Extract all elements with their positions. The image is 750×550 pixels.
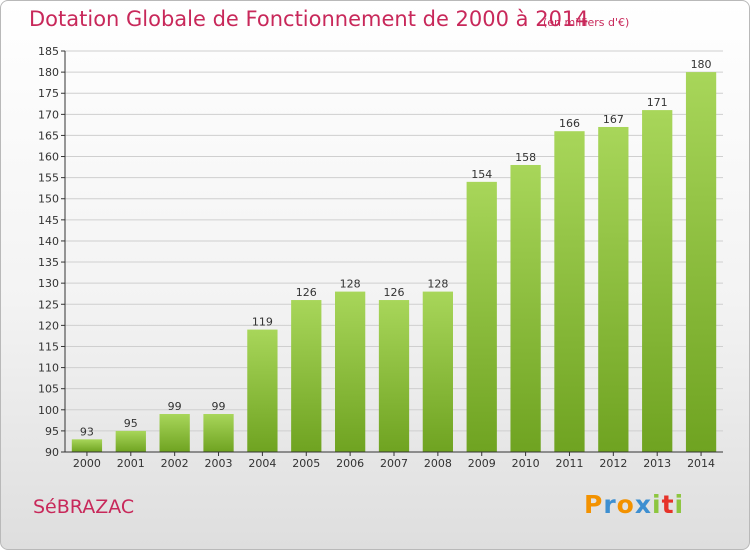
bar-2008	[422, 291, 454, 452]
x-tick-label: 2013	[643, 457, 671, 470]
x-tick-label: 2002	[161, 457, 189, 470]
x-tick-label: 2009	[468, 457, 496, 470]
bar-2000	[71, 439, 103, 452]
x-tick-label: 2003	[205, 457, 233, 470]
bar-2007	[378, 300, 410, 452]
bar-value-label: 171	[647, 96, 668, 109]
commune-name: SéBRAZAC	[33, 496, 135, 518]
y-tick-label: 105	[38, 383, 59, 396]
x-tick-label: 2000	[73, 457, 101, 470]
logo-letter: i	[652, 490, 662, 519]
y-tick-label: 100	[38, 404, 59, 417]
x-tick-label: 2007	[380, 457, 408, 470]
bars	[71, 72, 717, 453]
bar-2014	[685, 72, 717, 453]
bar-2013	[642, 110, 673, 453]
y-tick-label: 130	[38, 277, 59, 290]
x-tick-label: 2001	[117, 457, 145, 470]
x-tick-label: 2010	[512, 457, 540, 470]
proxiti-logo: Proxiti	[584, 490, 684, 519]
y-tick-label: 95	[45, 425, 59, 438]
y-tick-label: 135	[38, 256, 59, 269]
y-tick-label: 185	[38, 45, 59, 58]
logo-letter: o	[616, 490, 635, 519]
bar-2009	[466, 181, 497, 452]
bar-value-label: 128	[427, 278, 448, 291]
bar-2011	[554, 131, 585, 452]
bar-value-label: 128	[340, 278, 361, 291]
bar-2005	[291, 300, 322, 452]
data-labels: 93 95 99 99 119 126 128 126 128 154 158 166 167 171 18…	[80, 58, 712, 438]
bar-value-label: 126	[384, 286, 405, 299]
y-tick-label: 115	[38, 340, 59, 353]
chart-subtitle: (en milliers d'€)	[543, 16, 630, 29]
x-tick-label: 2012	[599, 457, 627, 470]
bar-value-label: 167	[603, 113, 624, 126]
y-tick-label: 110	[38, 362, 59, 375]
bar-value-label: 99	[168, 400, 182, 413]
logo-letter: i	[674, 490, 685, 519]
x-tick-label: 2011	[555, 457, 583, 470]
logo-letter: P	[584, 490, 604, 519]
bar-2001	[115, 430, 146, 452]
logo-letter: x	[634, 490, 652, 519]
y-tick-label: 90	[45, 446, 59, 459]
bar-value-label: 126	[296, 286, 317, 299]
y-tick-label: 145	[38, 214, 59, 227]
logo-letter: r	[603, 490, 617, 519]
y-tick-label: 165	[38, 129, 59, 142]
bar-2006	[334, 291, 366, 452]
logo-letter: t	[661, 490, 675, 519]
x-tick-label: 2004	[248, 457, 276, 470]
y-tick-label: 170	[38, 108, 59, 121]
y-tick-label: 120	[38, 319, 59, 332]
chart-title: Dotation Globale de Fonctionnement de 20…	[29, 7, 589, 31]
x-tick-label: 2008	[424, 457, 452, 470]
y-tick-label: 160	[38, 151, 59, 164]
y-tick-label: 175	[38, 87, 59, 100]
bar-value-label: 93	[80, 425, 94, 438]
axes: 90 95 100 105 110 115 120 125 130 135 140 145 150 155…	[38, 45, 723, 470]
bar-value-label: 158	[515, 151, 536, 164]
bar-value-label: 95	[124, 417, 138, 430]
y-tick-label: 180	[38, 66, 59, 79]
bar-2003	[203, 414, 234, 452]
y-tick-label: 150	[38, 193, 59, 206]
bar-2012	[598, 126, 629, 453]
bar-value-label: 119	[252, 316, 273, 329]
bar-value-label: 99	[212, 400, 226, 413]
y-tick-label: 140	[38, 235, 59, 248]
bar-value-label: 180	[691, 58, 712, 71]
x-tick-label: 2006	[336, 457, 364, 470]
bar-2010	[510, 164, 541, 452]
bar-value-label: 166	[559, 117, 580, 130]
x-tick-label: 2005	[292, 457, 320, 470]
y-tick-label: 125	[38, 298, 59, 311]
bar-2002	[159, 414, 190, 452]
y-tick-label: 155	[38, 172, 59, 185]
x-tick-label: 2014	[687, 457, 715, 470]
bar-2004	[247, 329, 278, 452]
bar-value-label: 154	[471, 168, 492, 181]
